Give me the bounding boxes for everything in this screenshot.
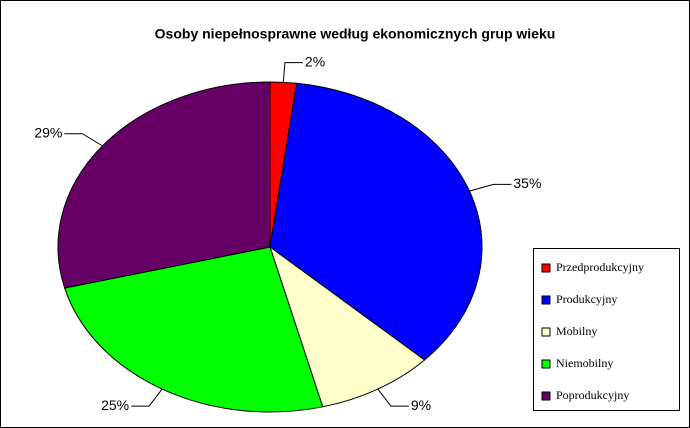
legend-label: Mobilny <box>556 324 597 338</box>
legend-swatch <box>541 391 551 401</box>
legend-box <box>533 248 680 411</box>
data-label: 29% <box>34 124 62 140</box>
legend-label: Poprodukcyjny <box>556 388 629 402</box>
leader-line <box>377 388 409 407</box>
legend-swatch <box>541 263 551 273</box>
pie-slice <box>64 246 324 413</box>
leader-line <box>131 388 163 407</box>
leader-line <box>282 62 303 83</box>
legend-label: Przedprodukcyjny <box>556 260 644 274</box>
legend-swatch <box>541 359 551 369</box>
chart-title: Osoby niepełnosprawne według ekonomiczny… <box>155 26 556 42</box>
legend-swatch <box>541 295 551 305</box>
pie-slice <box>269 82 483 361</box>
data-label: 25% <box>101 397 129 413</box>
data-label: 35% <box>513 175 541 191</box>
data-label: 2% <box>305 53 325 69</box>
pie-slice <box>269 245 426 408</box>
legend-label: Niemobilny <box>556 356 613 370</box>
leader-line <box>64 133 103 147</box>
legend-label: Produkcyjny <box>556 292 617 306</box>
data-label: 9% <box>411 397 431 413</box>
leader-line <box>469 183 512 192</box>
legend-swatch <box>541 327 551 337</box>
